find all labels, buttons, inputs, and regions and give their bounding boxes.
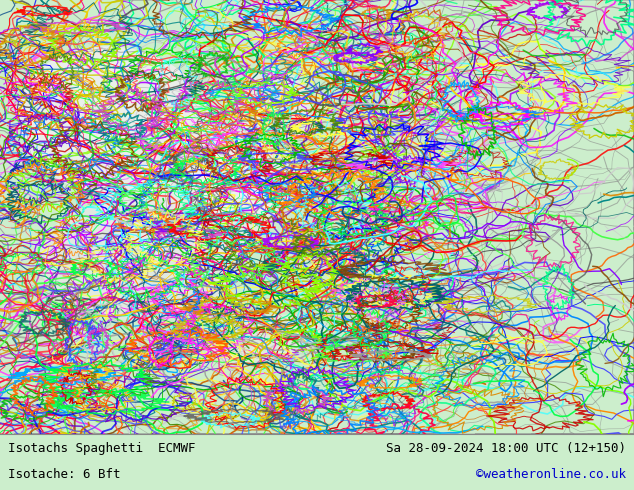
Text: Sa 28-09-2024 18:00 UTC (12+150): Sa 28-09-2024 18:00 UTC (12+150) (386, 442, 626, 455)
Ellipse shape (38, 199, 241, 321)
Ellipse shape (184, 126, 298, 221)
Ellipse shape (18, 46, 210, 196)
Ellipse shape (235, 70, 311, 147)
Ellipse shape (205, 315, 328, 362)
Text: ©weatheronline.co.uk: ©weatheronline.co.uk (476, 468, 626, 481)
Text: Isotachs Spaghetti  ECMWF: Isotachs Spaghetti ECMWF (8, 442, 195, 455)
Text: Isotache: 6 Bft: Isotache: 6 Bft (8, 468, 120, 481)
Ellipse shape (432, 292, 481, 316)
Ellipse shape (101, 130, 279, 260)
